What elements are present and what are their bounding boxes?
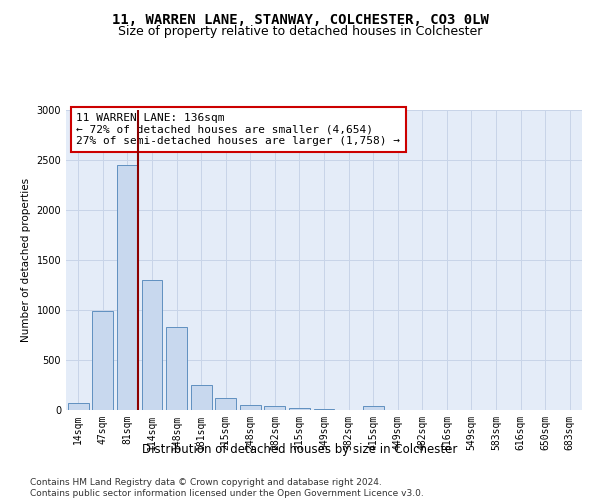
Text: 11 WARREN LANE: 136sqm
← 72% of detached houses are smaller (4,654)
27% of semi-: 11 WARREN LANE: 136sqm ← 72% of detached…: [76, 113, 400, 146]
Bar: [289, 408, 310, 410]
Y-axis label: Number of detached properties: Number of detached properties: [21, 178, 31, 342]
Bar: [191, 385, 212, 410]
Text: 11, WARREN LANE, STANWAY, COLCHESTER, CO3 0LW: 11, WARREN LANE, STANWAY, COLCHESTER, CO…: [112, 12, 488, 26]
Text: Contains HM Land Registry data © Crown copyright and database right 2024.
Contai: Contains HM Land Registry data © Crown c…: [30, 478, 424, 498]
Bar: [314, 408, 334, 410]
Bar: [240, 405, 261, 410]
Text: Distribution of detached houses by size in Colchester: Distribution of detached houses by size …: [142, 442, 458, 456]
Text: Size of property relative to detached houses in Colchester: Size of property relative to detached ho…: [118, 25, 482, 38]
Bar: [142, 280, 163, 410]
Bar: [166, 327, 187, 410]
Bar: [215, 398, 236, 410]
Bar: [117, 165, 138, 410]
Bar: [265, 406, 286, 410]
Bar: [68, 402, 89, 410]
Bar: [92, 311, 113, 410]
Bar: [362, 406, 383, 410]
